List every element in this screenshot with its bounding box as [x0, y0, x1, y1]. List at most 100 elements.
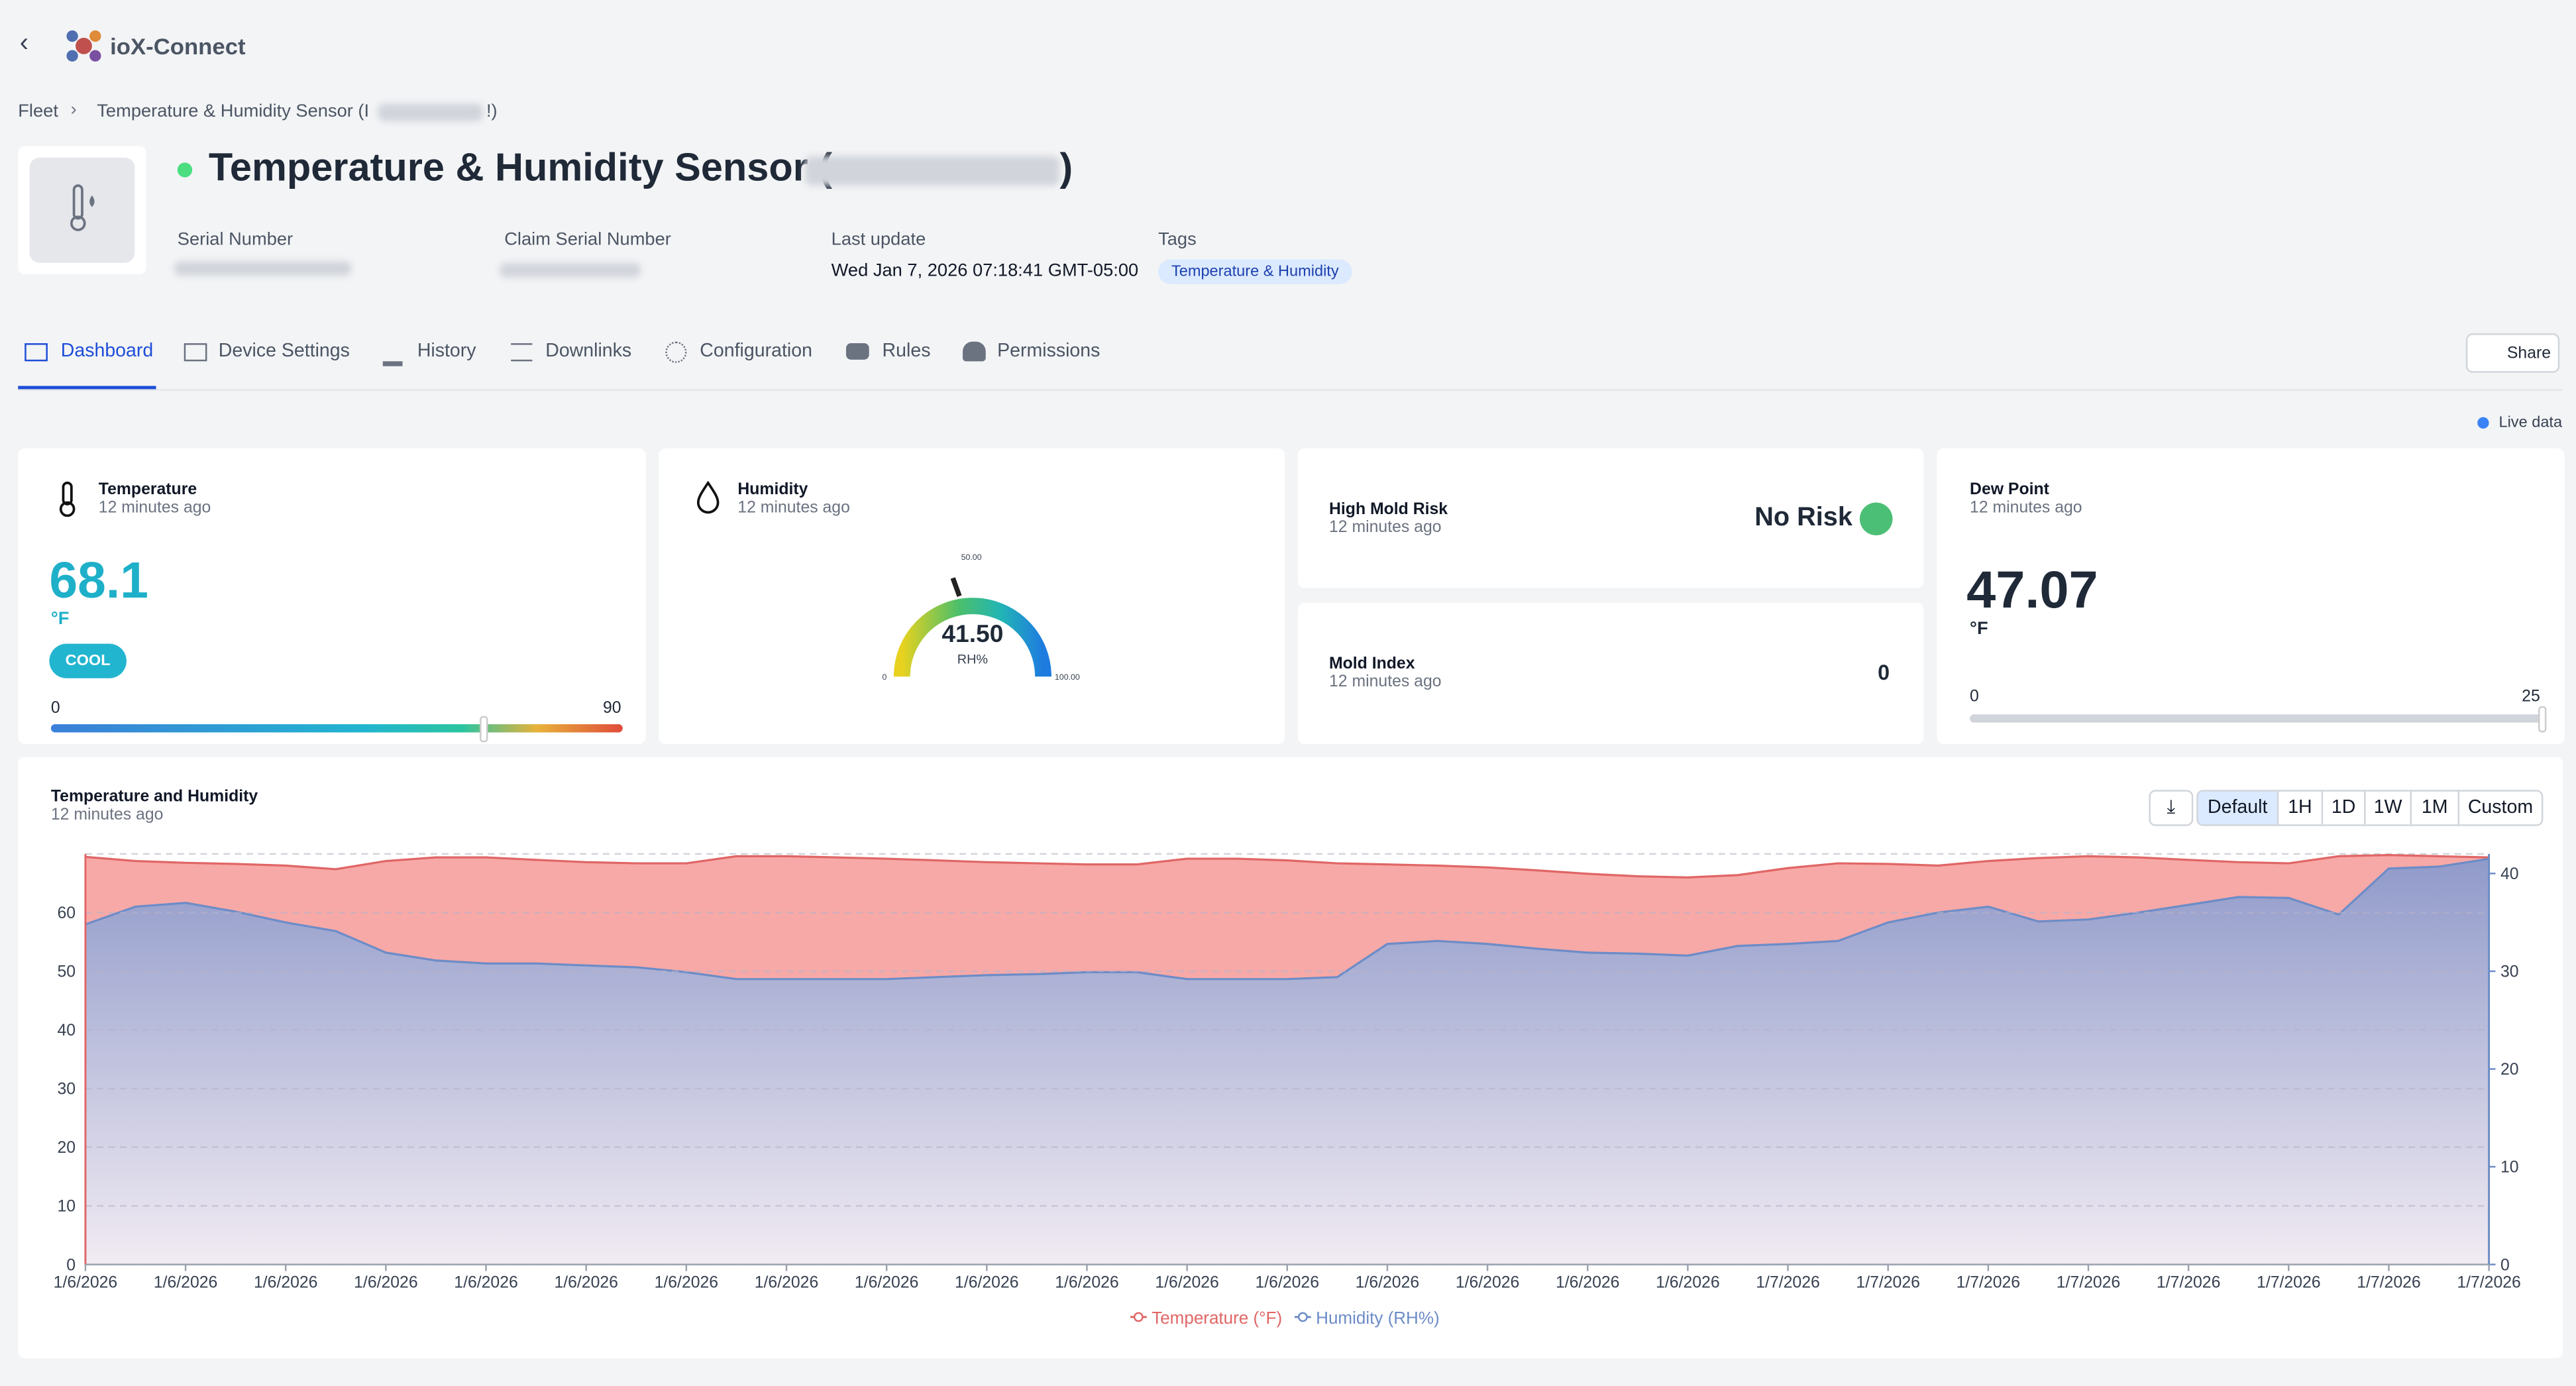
- tab[interactable]: Permissions: [997, 341, 1100, 362]
- card-time: 12 minutes ago: [1970, 499, 2082, 517]
- gauge-unit: RH%: [957, 652, 989, 667]
- humidity-card: [659, 448, 1285, 744]
- tab-icon: [963, 341, 986, 362]
- card-title: Temperature: [98, 481, 197, 500]
- drop-icon: [696, 481, 720, 514]
- breadcrumb-link[interactable]: Fleet: [18, 101, 58, 122]
- range-marker: [2538, 706, 2547, 733]
- y2-tick-label: 0: [2500, 1256, 2510, 1274]
- risk-indicator: [1859, 502, 1893, 536]
- dew-point-value: 47.07: [1966, 560, 2098, 619]
- x-tick-label: 1/6/2026: [254, 1273, 317, 1291]
- gauge-min: 0: [882, 673, 887, 684]
- tab-indicator: [18, 386, 156, 390]
- tab-icon: [845, 343, 869, 360]
- y-tick-label: 0: [66, 1256, 76, 1274]
- legend-swatch: [1133, 1312, 1144, 1322]
- legend-label: Temperature (°F): [1152, 1308, 1282, 1328]
- live-dot: [2477, 417, 2489, 429]
- gauge: [893, 577, 1051, 677]
- y2-tick-label: 20: [2500, 1061, 2519, 1079]
- range-button[interactable]: 1M: [2410, 790, 2459, 826]
- tab[interactable]: Downlinks: [545, 341, 632, 362]
- range-button[interactable]: 1W: [2364, 790, 2412, 826]
- x-tick-label: 1/6/2026: [454, 1273, 517, 1291]
- mold-risk-card: [1297, 448, 1924, 588]
- x-tick-label: 1/6/2026: [1155, 1273, 1218, 1291]
- tab[interactable]: History: [417, 341, 476, 362]
- x-tick-label: 1/6/2026: [154, 1273, 217, 1291]
- y-tick-label: 30: [57, 1081, 76, 1098]
- x-tick-label: 1/7/2026: [1756, 1273, 1819, 1291]
- redacted: [499, 262, 641, 278]
- x-tick-label: 1/6/2026: [554, 1273, 617, 1291]
- range-button[interactable]: Custom: [2457, 790, 2544, 826]
- x-tick-label: 1/6/2026: [54, 1273, 117, 1291]
- x-tick-label: 1/6/2026: [1656, 1273, 1719, 1291]
- field-label: Tags: [1158, 230, 1197, 250]
- divider: [18, 389, 2563, 391]
- device-title: ): [1059, 146, 1073, 191]
- temperature-card: [18, 448, 646, 744]
- tab[interactable]: Configuration: [700, 341, 812, 362]
- tab[interactable]: Device Settings: [218, 341, 350, 362]
- device-image: [18, 146, 146, 274]
- chart-subtitle: 12 minutes ago: [50, 806, 164, 825]
- y2-tick-label: 30: [2500, 963, 2519, 981]
- x-tick-label: 1/6/2026: [354, 1273, 417, 1291]
- tab[interactable]: Dashboard: [60, 341, 154, 362]
- line: [85, 857, 2489, 981]
- back-button[interactable]: ‹: [19, 29, 28, 58]
- x-tick-label: 1/6/2026: [1556, 1273, 1619, 1291]
- share-button[interactable]: Share: [2465, 333, 2560, 373]
- card-title: Mold Index: [1328, 655, 1415, 674]
- gauge-mid: 50.00: [961, 553, 982, 564]
- thermometer-icon: [59, 481, 76, 517]
- temperature-unit: °F: [50, 609, 70, 629]
- x-tick-label: 1/7/2026: [2457, 1273, 2520, 1291]
- tab-icon: [511, 343, 533, 362]
- logo-icon: [66, 30, 101, 62]
- tag: Temperature & Humidity: [1158, 259, 1352, 284]
- gauge-max: 100.00: [1054, 673, 1080, 684]
- y-tick-label: 40: [57, 1022, 76, 1040]
- line: [85, 854, 2489, 879]
- y-tick-label: 10: [57, 1198, 76, 1216]
- device-title: Temperature & Humidity Sensor (: [208, 146, 833, 191]
- range-max: 25: [2522, 688, 2540, 706]
- range-max: 90: [603, 699, 621, 718]
- x-tick-label: 1/7/2026: [1957, 1273, 2020, 1291]
- y-tick-label: 50: [57, 963, 76, 981]
- field-label: Claim Serial Number: [504, 230, 671, 250]
- range-button[interactable]: 1D: [2321, 790, 2366, 826]
- chart-title: Temperature and Humidity: [50, 788, 258, 807]
- card-time: 12 minutes ago: [1328, 519, 1442, 537]
- area: [85, 859, 2489, 1265]
- y2-tick-label: 10: [2500, 1159, 2519, 1177]
- download-button[interactable]: ⤓: [2149, 790, 2194, 826]
- card-time: 12 minutes ago: [98, 499, 211, 517]
- y-tick-label: 60: [57, 904, 76, 922]
- field-value: Wed Jan 7, 2026 07:18:41 GMT-05:00: [831, 261, 1139, 281]
- x-tick-label: 1/6/2026: [1256, 1273, 1319, 1291]
- range-button[interactable]: Default: [2196, 790, 2279, 826]
- range-min: 0: [50, 699, 60, 718]
- tab[interactable]: Rules: [882, 341, 931, 362]
- x-tick-label: 1/6/2026: [955, 1273, 1018, 1291]
- mold-index-card: [1297, 602, 1924, 744]
- range-bar: [50, 724, 623, 733]
- tab-icon: [25, 343, 48, 362]
- tab-icon: [665, 341, 687, 363]
- card-title: Humidity: [737, 481, 808, 500]
- x-tick-label: 1/7/2026: [2157, 1273, 2220, 1291]
- status-dot: [177, 162, 193, 178]
- breadcrumb-item: Temperature & Humidity Sensor (I: [97, 101, 370, 122]
- breadcrumb-item: !): [486, 101, 498, 122]
- status-badge: COOL: [49, 643, 127, 678]
- range-marker: [480, 716, 489, 743]
- x-tick-label: 1/6/2026: [755, 1273, 818, 1291]
- tab-icon: [382, 342, 403, 366]
